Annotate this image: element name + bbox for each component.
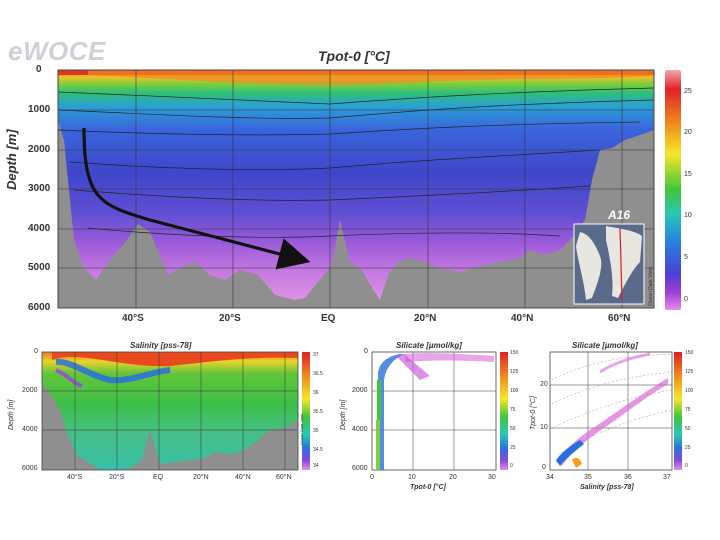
- salinity-x-tick: 60°N: [276, 474, 292, 481]
- ts-x-tick: 36: [624, 474, 632, 481]
- odv-credit: Ocean Data View: [648, 267, 654, 306]
- silicate-depth-x-tick: 10: [408, 474, 416, 481]
- silicate-depth-title: Silicate [µmol/kg]: [396, 341, 462, 350]
- salinity-colorbar-tick: 35: [313, 428, 319, 434]
- silicate-depth-y-tick: 0: [364, 348, 368, 355]
- ts-colorbar-tick: 100: [685, 388, 694, 394]
- main-x-tick: 20°S: [219, 313, 241, 324]
- main-colorbar-tick: 20: [684, 129, 692, 136]
- salinity-colorbar-tick: 36: [313, 390, 319, 396]
- main-y-tick: 2000: [28, 144, 51, 155]
- salinity-x-tick: 20°N: [193, 474, 209, 481]
- salinity-x-tick: 40°S: [67, 474, 83, 481]
- ts-colorbar-tick: 25: [685, 445, 691, 451]
- ts-x-label: Salinity [pss-78]: [580, 484, 634, 491]
- main-water-field: [58, 70, 654, 300]
- main-colorbar-tick: 15: [684, 171, 692, 178]
- silicate-depth-plot: [371, 351, 497, 471]
- silicate-depth-colorbar-tick: 50: [510, 426, 516, 432]
- main-chart-title: Tpot-0 [°C]: [318, 48, 390, 64]
- circulation-arrow: [82, 127, 311, 270]
- salinity-y-tick: 0: [34, 348, 38, 355]
- main-y-axis-label: Depth [m]: [4, 129, 19, 190]
- salinity-y-label: Depth [m]: [8, 399, 15, 430]
- ts-x-tick: 34: [546, 474, 554, 481]
- silicate-depth-colorbar: [500, 352, 508, 470]
- main-x-tick: 60°N: [608, 313, 631, 324]
- salinity-colorbar-tick: 34: [313, 463, 319, 469]
- main-x-tick: EQ: [321, 313, 336, 324]
- silicate-depth-colorbar-tick: 0: [510, 463, 513, 469]
- ts-title: Silicate [µmol/kg]: [572, 341, 638, 350]
- salinity-colorbar-tick: 36.5: [313, 371, 323, 377]
- salinity-y-tick: 4000: [22, 426, 38, 433]
- main-colorbar: [665, 70, 681, 310]
- inset-map: [573, 223, 645, 305]
- silicate-depth-x-tick: 20: [449, 474, 457, 481]
- silicate-depth-y-tick: 6000: [352, 465, 368, 472]
- main-section-plot: [57, 69, 655, 309]
- salinity-y-tick: 2000: [22, 387, 38, 394]
- ts-colorbar-tick: 125: [685, 369, 694, 375]
- ts-colorbar-tick: 0: [685, 463, 688, 469]
- salinity-x-tick: 40°N: [235, 474, 251, 481]
- main-y-tick: 1000: [28, 104, 51, 115]
- silicate-depth-x-tick: 30: [488, 474, 496, 481]
- ts-y-tick: 20: [540, 381, 548, 388]
- salinity-colorbar: [302, 352, 310, 470]
- main-y-tick: 0: [36, 64, 42, 75]
- silicate-depth-y-label: Depth [m]: [340, 399, 347, 430]
- ts-colorbar-tick: 75: [685, 407, 691, 413]
- ts-x-tick: 35: [584, 474, 592, 481]
- silicate-depth-y-tick: 2000: [352, 387, 368, 394]
- main-y-tick: 4000: [28, 223, 51, 234]
- main-y-tick: 5000: [28, 262, 51, 273]
- ts-colorbar-tick: 50: [685, 426, 691, 432]
- silicate-depth-colorbar-tick: 75: [510, 407, 516, 413]
- section-label-a16: A16: [608, 208, 631, 222]
- main-y-tick: 3000: [28, 183, 51, 194]
- ts-y-tick: 0: [542, 464, 546, 471]
- silicate-depth-x-label: Tpot-0 [°C]: [410, 484, 446, 491]
- main-colorbar-tick: 0: [684, 296, 688, 303]
- ts-y-label: Tpot-0 [°C]: [530, 396, 537, 430]
- main-colorbar-tick: 5: [684, 254, 688, 261]
- main-y-tick: 6000: [28, 302, 51, 313]
- silicate-depth-y-tick: 4000: [352, 426, 368, 433]
- salinity-section-plot: [41, 351, 299, 471]
- silicate-depth-x-tick: 0: [370, 474, 374, 481]
- ts-y-tick: 10: [540, 424, 548, 431]
- salinity-y-tick: 6000: [22, 465, 38, 472]
- main-x-tick: 40°S: [122, 313, 144, 324]
- ts-colorbar-tick: 150: [685, 350, 694, 356]
- ts-colorbar: [674, 352, 682, 470]
- main-colorbar-tick: 10: [684, 212, 692, 219]
- salinity-x-tick: EQ: [153, 474, 164, 481]
- salinity-odv-credit: Ocean Data View: [299, 413, 304, 445]
- main-x-tick: 20°N: [414, 313, 437, 324]
- main-colorbar-tick: 25: [684, 88, 692, 95]
- silicate-depth-colorbar-tick: 125: [510, 369, 519, 375]
- salinity-colorbar-tick: 35.5: [313, 409, 323, 415]
- silicate-depth-colorbar-tick: 150: [510, 350, 519, 356]
- salinity-x-tick: 20°S: [109, 474, 125, 481]
- salinity-colorbar-tick: 34.5: [313, 447, 323, 453]
- ts-x-tick: 37: [663, 474, 671, 481]
- ewoce-logo: eWOCE: [8, 36, 106, 66]
- silicate-depth-colorbar-tick: 100: [510, 388, 519, 394]
- ts-diagram-plot: [549, 351, 673, 471]
- silicate-depth-colorbar-tick: 25: [510, 445, 516, 451]
- salinity-colorbar-tick: 37: [313, 352, 319, 358]
- salinity-title: Salinity [pss-78]: [130, 341, 192, 350]
- main-x-tick: 40°N: [511, 313, 534, 324]
